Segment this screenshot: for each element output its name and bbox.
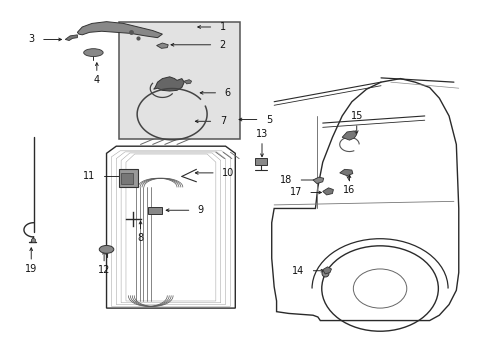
Polygon shape [323,267,331,274]
Polygon shape [340,169,353,176]
Bar [255,158,268,165]
Polygon shape [77,22,162,38]
Text: 6: 6 [224,88,231,98]
Polygon shape [323,188,333,195]
Text: 17: 17 [290,188,302,197]
Text: 8: 8 [138,233,144,243]
Ellipse shape [84,49,103,57]
Polygon shape [184,80,192,84]
Text: 14: 14 [292,266,304,276]
Text: 18: 18 [280,175,292,185]
Text: 1: 1 [220,22,226,32]
Text: 15: 15 [350,111,363,121]
Text: 11: 11 [83,171,96,181]
Text: 12: 12 [98,265,110,275]
Text: 9: 9 [198,205,204,215]
Polygon shape [154,77,184,91]
Text: 5: 5 [266,114,272,125]
Ellipse shape [99,246,114,253]
Text: 7: 7 [220,116,226,126]
Text: 3: 3 [28,35,35,44]
Bar [121,173,133,184]
Polygon shape [313,177,324,184]
Polygon shape [342,131,357,140]
Bar [119,22,240,139]
Polygon shape [157,43,168,48]
Polygon shape [65,35,77,41]
Text: 19: 19 [25,264,37,274]
Text: 10: 10 [222,168,234,178]
Text: 13: 13 [256,129,268,139]
Bar [148,207,162,214]
Bar [119,169,138,187]
Text: 16: 16 [343,185,356,195]
Text: 2: 2 [220,40,226,50]
Text: 4: 4 [94,75,100,85]
